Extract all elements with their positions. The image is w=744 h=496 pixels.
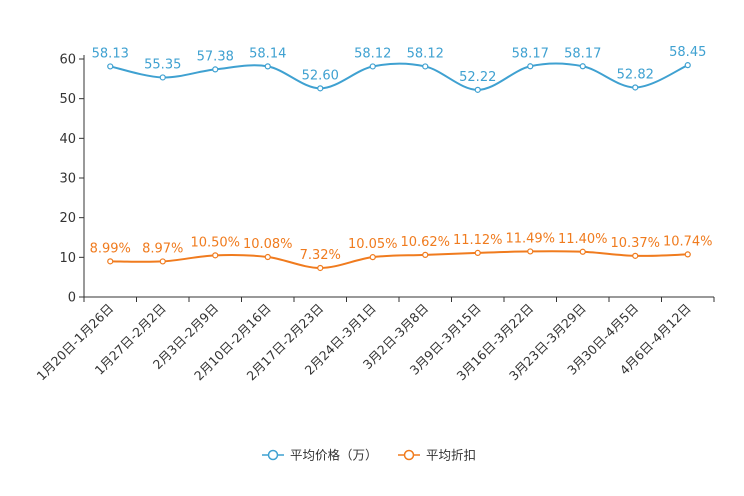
series-line-2 — [110, 250, 688, 269]
data-label: 11.12% — [453, 233, 503, 248]
data-point[interactable] — [527, 63, 534, 70]
y-axis-ticks: 0 10 20 30 40 50 60 — [59, 53, 84, 306]
data-label: 10.74% — [663, 234, 713, 249]
data-point[interactable] — [632, 252, 639, 259]
data-label: 58.17 — [564, 46, 601, 61]
legend-marker-icon — [403, 449, 415, 461]
y-tick-label: 30 — [59, 172, 76, 187]
data-label: 7.32% — [300, 248, 341, 263]
legend: 平均价格（万） 平均折扣 — [262, 448, 476, 463]
data-label: 11.49% — [505, 231, 555, 246]
data-label: 10.62% — [400, 235, 450, 250]
data-point[interactable] — [212, 252, 219, 259]
y-tick-label: 0 — [68, 291, 76, 306]
data-point[interactable] — [159, 74, 166, 81]
data-label: 55.35 — [144, 57, 181, 72]
data-point[interactable] — [684, 251, 691, 258]
data-point[interactable] — [527, 248, 534, 255]
data-point[interactable] — [579, 63, 586, 70]
y-tick-label: 20 — [59, 211, 76, 226]
legend-item-2[interactable]: 平均折扣 — [398, 448, 476, 463]
data-point[interactable] — [369, 63, 376, 70]
legend-marker-icon — [267, 449, 279, 461]
y-tick-label: 40 — [59, 132, 76, 147]
data-label: 58.17 — [512, 46, 549, 61]
data-label: 52.22 — [459, 70, 496, 85]
y-tick-label: 60 — [59, 53, 76, 68]
data-label: 58.12 — [354, 46, 391, 61]
data-point[interactable] — [107, 63, 114, 70]
data-point[interactable] — [474, 86, 481, 93]
data-point[interactable] — [264, 253, 271, 261]
data-point[interactable] — [632, 84, 639, 91]
legend-label: 平均折扣 — [426, 448, 476, 463]
data-label: 57.38 — [197, 49, 234, 64]
data-label: 10.05% — [348, 237, 398, 252]
data-labels: 58.13 55.35 57.38 58.14 52.60 58.12 58.12 52.22… — [90, 45, 713, 263]
data-label: 11.40% — [558, 232, 608, 247]
data-point[interactable] — [369, 254, 376, 261]
data-point[interactable] — [159, 258, 166, 265]
data-label: 10.08% — [243, 237, 293, 252]
data-label: 58.14 — [249, 46, 286, 61]
legend-label: 平均价格（万） — [290, 448, 378, 463]
data-label: 8.99% — [90, 241, 131, 256]
y-tick-label: 50 — [59, 92, 76, 107]
data-label: 52.82 — [617, 67, 654, 82]
data-point[interactable] — [212, 66, 219, 73]
data-point[interactable] — [579, 248, 586, 255]
data-label: 52.60 — [302, 68, 339, 83]
data-point[interactable] — [422, 63, 429, 70]
legend-item-1[interactable]: 平均价格（万） — [262, 448, 378, 463]
data-point[interactable] — [317, 264, 324, 272]
data-label: 58.13 — [92, 46, 129, 61]
series-layer — [107, 62, 691, 272]
data-label: 58.12 — [407, 46, 444, 61]
data-point[interactable] — [474, 249, 481, 256]
data-label: 58.45 — [669, 45, 706, 60]
data-label: 10.50% — [190, 235, 240, 250]
data-point[interactable] — [684, 62, 691, 69]
y-tick-label: 10 — [59, 251, 76, 266]
data-point[interactable] — [264, 63, 271, 70]
data-point[interactable] — [422, 251, 429, 258]
series-line-1 — [110, 62, 689, 91]
x-axis-tick-labels: 1月20日-1月26日1月27日-2月2日2月3日-2月9日2月10日-2月16… — [33, 297, 715, 383]
data-label: 10.37% — [610, 236, 660, 251]
data-point[interactable] — [317, 85, 324, 92]
data-point[interactable] — [107, 258, 114, 265]
data-label: 8.97% — [142, 241, 183, 256]
